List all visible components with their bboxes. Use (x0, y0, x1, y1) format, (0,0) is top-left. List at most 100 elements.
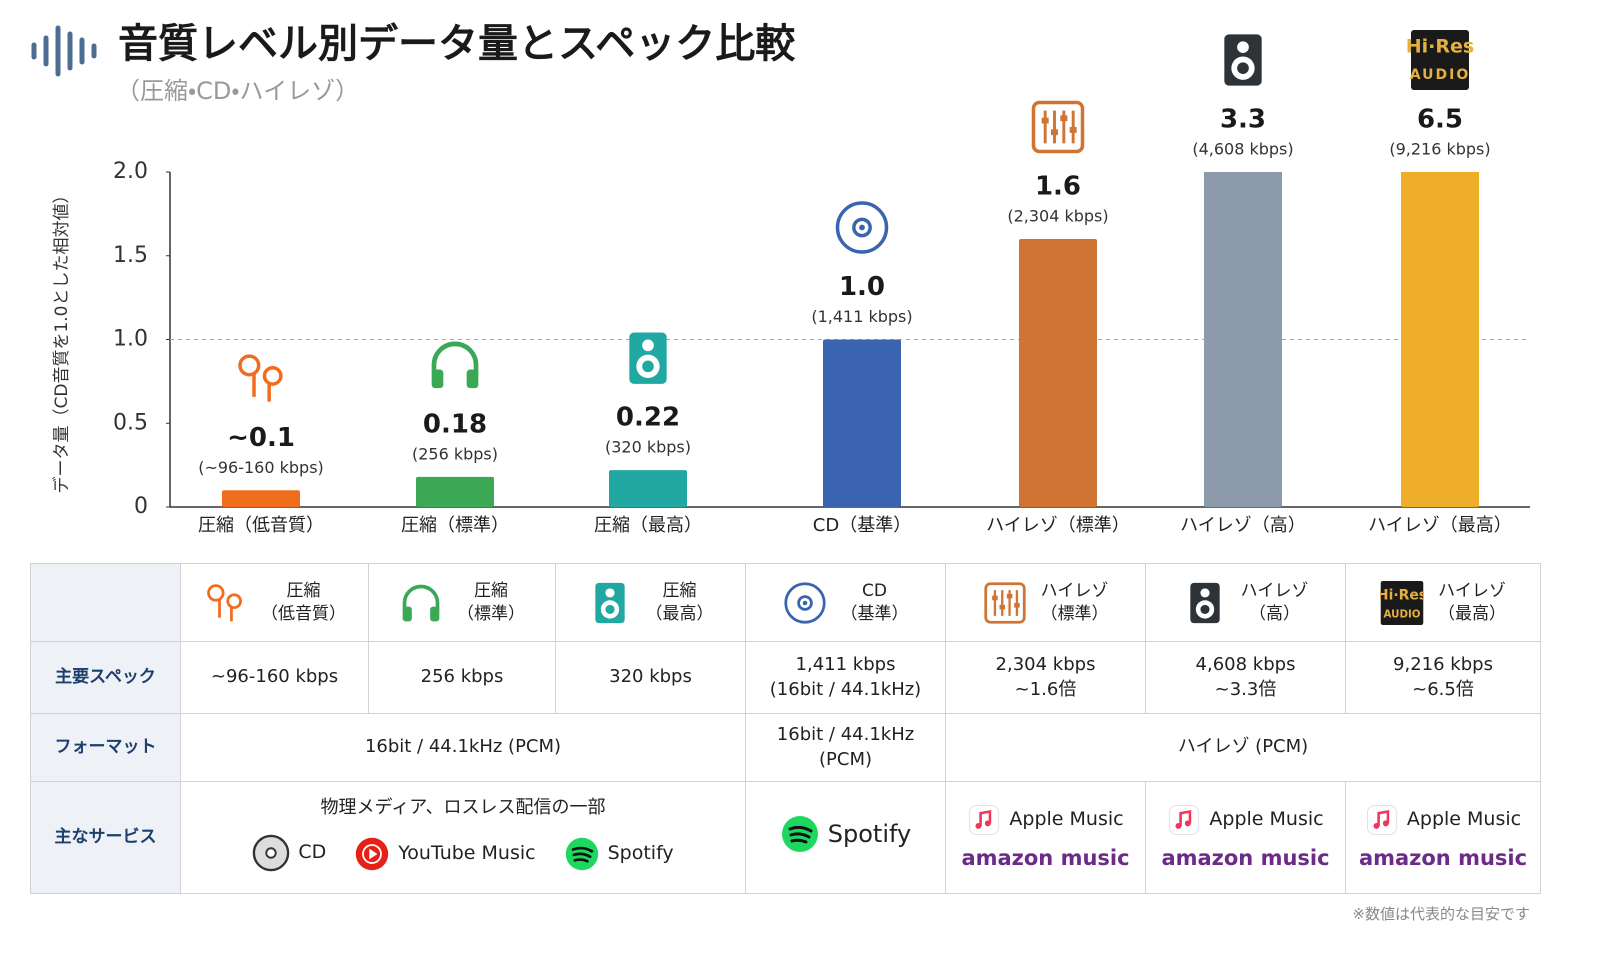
cell-text: 物理メディア、ロスレス配信の一部 (320, 796, 606, 818)
rate-label: (320 kbps) (605, 438, 691, 457)
value-label: 6.5 (1417, 105, 1463, 135)
title: 音質レベル別データ量とスペック比較 (118, 21, 796, 67)
cell-text: 9,216 kbps (1393, 654, 1493, 676)
cell-text: (PCM) (819, 748, 872, 770)
header-cell: Hi·Res AUDIO ハイレゾ（最高） (1345, 563, 1541, 642)
cell: ~96-160 kbps (180, 641, 369, 714)
rate-label: (4,608 kbps) (1192, 140, 1293, 159)
x-tick-label: ハイレゾ（標準） (986, 515, 1130, 536)
cell-text: 4,608 kbps (1195, 654, 1296, 676)
x-tick-label: 圧縮（標準） (401, 515, 509, 536)
cell: 320 kbps (555, 641, 746, 714)
format-row: フォーマット 16bit / 44.1kHz (PCM) 16bit / 44.… (30, 713, 1541, 782)
cell-text: 16bit / 44.1kHz (776, 724, 915, 746)
service: YouTube Music (398, 842, 536, 865)
y-tick-label: 1.0 (113, 327, 148, 352)
header-text: 圧縮 (286, 580, 321, 601)
icon (203, 581, 247, 625)
cell: Apple Music amazon music (1145, 781, 1346, 894)
service: Spotify (827, 819, 912, 848)
cell-text: 256 kbps (420, 666, 504, 688)
footnote: ※数値は代表的な目安です (1352, 905, 1530, 923)
header-cell: 圧縮 （最高） (555, 563, 746, 642)
header-text: （高） (1248, 603, 1300, 624)
y-tick-label: 0.5 (113, 410, 148, 435)
cell: 9,216 kbps ~6.5倍 (1345, 641, 1541, 714)
header-cell: 圧縮 （低音質） (180, 563, 369, 642)
cell: 物理メディア、ロスレス配信の一部 CD YouTube Music Spotify (180, 781, 746, 894)
cell-text: ハイレゾ (PCM) (1177, 736, 1309, 758)
icon (399, 581, 443, 625)
cell: 2,304 kbps ~1.6倍 (945, 641, 1146, 714)
cell: Apple Music amazon music (1345, 781, 1541, 894)
bar-icon (835, 201, 889, 254)
y-axis-label: データ量（CD音質を1.0とした相対値） (51, 187, 72, 494)
header-cell: ハイレゾ （高） (1145, 563, 1346, 642)
bar-icon (629, 332, 667, 384)
header-text: 圧縮 (662, 580, 697, 601)
service: Spotify (607, 842, 674, 865)
rate-label: (2,304 kbps) (1007, 207, 1108, 226)
value-label: 0.18 (423, 409, 487, 439)
icon (1183, 581, 1227, 625)
header-text: （標準） (457, 603, 525, 624)
icon (252, 834, 290, 872)
bar-icon (238, 354, 283, 404)
value-label: 0.22 (616, 403, 680, 433)
header-text: （最高） (645, 603, 714, 624)
cell-text: 16bit / 44.1kHz (PCM) (364, 736, 562, 758)
cell-text: ~3.3倍 (1214, 678, 1277, 700)
row-label: 主要スペック (30, 641, 181, 714)
service: amazon music (961, 845, 1130, 870)
header-cell: ハイレゾ （標準） (945, 563, 1146, 642)
spec-table: 圧縮 （低音質） 圧縮 （標準） 圧縮 （最高） CD （基準） ハイレゾ （標準） ハイ… (30, 563, 1541, 894)
hires-badge: Hi·Res AUDIO (1380, 580, 1424, 625)
icon (983, 581, 1027, 625)
services-row: 主なサービス 物理メディア、ロスレス配信の一部 CD YouTube Music S… (30, 781, 1541, 894)
icon (588, 581, 632, 625)
cell-text: ~1.6倍 (1014, 678, 1077, 700)
icon (967, 803, 1001, 837)
cell: 1,411 kbps (16bit / 44.1kHz) (745, 641, 946, 714)
header-text: （標準） (1040, 603, 1109, 624)
badge-top: Hi·Res (1380, 587, 1424, 603)
icon (1167, 803, 1201, 837)
cell-text: ~6.5倍 (1412, 678, 1474, 700)
rate-label: (~96-160 kbps) (198, 458, 324, 477)
rate-label: (9,216 kbps) (1389, 140, 1490, 159)
x-tick-label: ハイレゾ（高） (1180, 515, 1306, 536)
bar (609, 470, 687, 507)
value-label: 3.3 (1220, 105, 1266, 135)
header-text: CD (862, 580, 887, 601)
cell: 16bit / 44.1kHz (PCM) (745, 713, 946, 782)
x-tick-label: 圧縮（低音質） (198, 515, 324, 536)
row-label: フォーマット (30, 713, 181, 782)
y-tick-label: 0 (134, 494, 148, 519)
x-tick-label: 圧縮（最高） (594, 515, 702, 536)
bar-icon (432, 344, 479, 388)
cell-text: 1,411 kbps (795, 654, 896, 676)
badge-top: Hi·Res (1406, 36, 1474, 58)
service: Apple Music (1406, 807, 1522, 830)
rate-label: (256 kbps) (412, 444, 498, 463)
service: Apple Music (1009, 807, 1124, 830)
cell-text: ~96-160 kbps (210, 666, 339, 688)
chart: 音質レベル別データ量とスペック比較 （圧縮・CD・ハイレゾ） データ量（CD音質… (31, 21, 1530, 536)
service: amazon music (1161, 845, 1330, 870)
service: amazon music (1358, 845, 1528, 870)
row-label: 主なサービス (30, 781, 181, 894)
service: CD (298, 841, 327, 864)
cell: 256 kbps (368, 641, 556, 714)
bar (1019, 239, 1097, 507)
bar-icon (1031, 100, 1085, 154)
icon (780, 814, 820, 854)
x-tick-label: ハイレゾ（最高） (1368, 515, 1512, 536)
header-text: （低音質） (261, 603, 346, 624)
spec-row: 主要スペック ~96-160 kbps 256 kbps 320 kbps 1,… (30, 641, 1541, 714)
cell: 16bit / 44.1kHz (PCM) (180, 713, 746, 782)
bar (222, 490, 300, 507)
logo-wave (31, 25, 97, 77)
bars (222, 172, 1479, 507)
header-cell: CD （基準） (745, 563, 946, 642)
icon (354, 836, 390, 872)
